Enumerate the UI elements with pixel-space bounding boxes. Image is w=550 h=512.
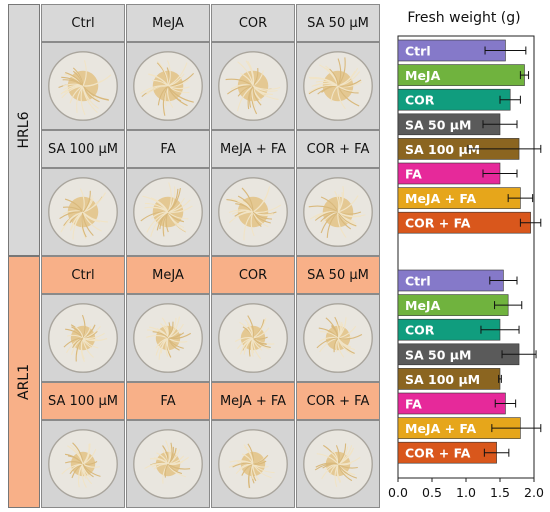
root-photo <box>211 420 295 508</box>
root-photo <box>211 168 295 256</box>
treatment-label: Ctrl <box>41 256 125 294</box>
petri-dish-icon <box>133 429 203 499</box>
x-tick-label: 1.5 <box>490 485 510 500</box>
bar-label: COR + FA <box>405 446 471 461</box>
bar-label: MeJA <box>405 68 441 83</box>
petri-dish-icon <box>303 303 373 373</box>
bar-label: FA <box>405 167 422 182</box>
root-photo <box>296 420 380 508</box>
panel-label-arl1: ARL1 <box>8 256 40 508</box>
bar-label: Ctrl <box>405 44 431 59</box>
petri-dish-icon <box>303 177 373 247</box>
petri-dish-icon <box>48 429 118 499</box>
x-tick-label: 2.0 <box>524 485 544 500</box>
treatment-label: FA <box>126 130 210 168</box>
petri-dish-icon <box>133 303 203 373</box>
root-photo <box>211 294 295 382</box>
treatment-label: COR <box>211 256 295 294</box>
x-tick-label: 0.5 <box>422 485 442 500</box>
photo-grid: HRL6 Ctrl MeJA COR SA 50 µM SA 100 µM FA MeJA +… <box>8 4 380 508</box>
panel-label-text: HRL6 <box>16 111 32 149</box>
petri-dish-icon <box>218 177 288 247</box>
treatment-label: COR + FA <box>296 130 380 168</box>
panel-label-hrl6: HRL6 <box>8 4 40 256</box>
chart-title: Fresh weight (g) <box>407 10 520 26</box>
root-photo <box>41 42 125 130</box>
treatment-label: SA 50 µM <box>296 256 380 294</box>
treatment-label: FA <box>126 382 210 420</box>
root-photo <box>41 294 125 382</box>
treatment-label: SA 50 µM <box>296 4 380 42</box>
chart-plot: Ctrl MeJA COR SA 50 µM SA 100 µM FA MeJA + FA C… <box>388 35 544 500</box>
root-photo <box>126 420 210 508</box>
root-photo <box>296 294 380 382</box>
petri-dish-icon <box>303 51 373 121</box>
root-photo <box>296 42 380 130</box>
treatment-label: SA 100 µM <box>41 130 125 168</box>
bar-label: SA 100 µM <box>405 372 480 387</box>
petri-dish-icon <box>48 303 118 373</box>
root-photo <box>41 168 125 256</box>
treatment-label: Ctrl <box>41 4 125 42</box>
root-photo <box>126 42 210 130</box>
treatment-label: MeJA + FA <box>211 130 295 168</box>
bar-label: MeJA + FA <box>405 421 477 436</box>
bar-label: SA 50 µM <box>405 347 471 362</box>
root-photo <box>41 420 125 508</box>
bar-label: SA 50 µM <box>405 117 471 132</box>
petri-dish-icon <box>133 177 203 247</box>
treatment-label: COR <box>211 4 295 42</box>
bar-label: SA 100 µM <box>405 142 480 157</box>
root-photo <box>211 42 295 130</box>
root-photo <box>126 294 210 382</box>
bar-label: MeJA <box>405 298 441 313</box>
treatment-label: COR + FA <box>296 382 380 420</box>
bar-label: FA <box>405 397 422 412</box>
bar-label: COR + FA <box>405 216 471 231</box>
petri-dish-icon <box>218 51 288 121</box>
petri-dish-icon <box>218 429 288 499</box>
panel-label-text: ARL1 <box>16 363 32 401</box>
petri-dish-icon <box>218 303 288 373</box>
petri-dish-icon <box>303 429 373 499</box>
x-tick-label: 1.0 <box>456 485 476 500</box>
petri-dish-icon <box>48 51 118 121</box>
treatment-label: MeJA + FA <box>211 382 295 420</box>
petri-dish-icon <box>133 51 203 121</box>
petri-dish-icon <box>48 177 118 247</box>
x-tick-label: 0.0 <box>388 485 408 500</box>
bar-label: COR <box>405 93 435 108</box>
treatment-label: MeJA <box>126 256 210 294</box>
root-photo <box>126 168 210 256</box>
bar-label: COR <box>405 323 435 338</box>
bar-label: MeJA + FA <box>405 191 477 206</box>
bar-label: Ctrl <box>405 274 431 289</box>
treatment-label: SA 100 µM <box>41 382 125 420</box>
fresh-weight-chart: Fresh weight (g) Ctrl MeJA COR SA 50 µM SA 1… <box>388 10 544 500</box>
treatment-label: MeJA <box>126 4 210 42</box>
root-photo <box>296 168 380 256</box>
